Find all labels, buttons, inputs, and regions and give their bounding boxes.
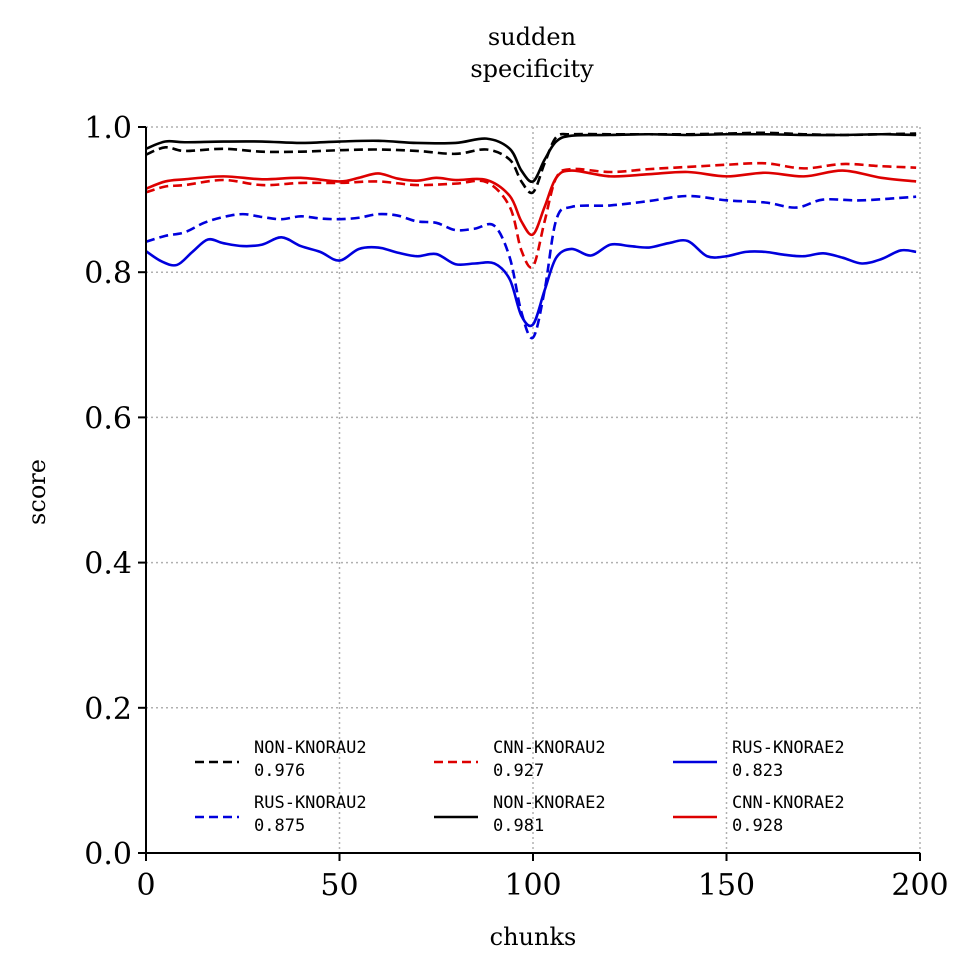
- series-line-non-knorau2: [145, 131, 917, 195]
- y-ticks: 0.0 0.2 0.4 0.6 0.8 1.0: [84, 111, 146, 872]
- series-line-cnn-knorau2: [145, 161, 917, 269]
- legend: NON-KNORAU2 0.976 RUS-KNORAU2 0.875 CNN-KNOR…: [195, 738, 845, 836]
- legend-score: 0.976: [254, 761, 305, 781]
- y-tick-label: 0.0: [84, 837, 132, 872]
- x-tick-label: 100: [504, 868, 561, 903]
- x-ticks: 0 50 100 150 200: [136, 853, 949, 903]
- y-tick-label: 1.0: [84, 111, 132, 146]
- x-tick-label: 150: [698, 868, 755, 903]
- series-line-rus-knorau2: [145, 194, 917, 340]
- y-tick-label: 0.2: [84, 692, 132, 727]
- legend-label: CNN-KNORAE2: [732, 793, 845, 813]
- legend-label: RUS-KNORAE2: [732, 738, 845, 758]
- grid: [145, 126, 921, 854]
- series-line-non-knorae2: [145, 132, 917, 184]
- legend-label: CNN-KNORAU2: [493, 738, 606, 758]
- series-group: [145, 131, 917, 340]
- legend-label: NON-KNORAU2: [254, 738, 367, 758]
- legend-score: 0.823: [732, 761, 783, 781]
- x-axis-label: chunks: [490, 923, 577, 951]
- chart-subtitle: specificity: [470, 55, 594, 83]
- y-tick-label: 0.4: [84, 547, 132, 582]
- y-tick-label: 0.6: [84, 401, 132, 436]
- x-tick-label: 50: [320, 868, 358, 903]
- x-tick-label: 0: [136, 868, 155, 903]
- series-line-cnn-knorae2: [145, 169, 917, 237]
- y-axis-label: score: [23, 459, 51, 525]
- y-tick-label: 0.8: [84, 256, 132, 291]
- legend-label: NON-KNORAE2: [493, 793, 606, 813]
- legend-score: 0.981: [493, 816, 544, 836]
- chart-title: sudden: [488, 23, 576, 51]
- legend-score: 0.928: [732, 816, 783, 836]
- series-line-rus-knorae2: [145, 236, 917, 328]
- x-tick-label: 200: [891, 868, 948, 903]
- legend-score: 0.875: [254, 816, 305, 836]
- legend-label: RUS-KNORAU2: [254, 793, 367, 813]
- legend-score: 0.927: [493, 761, 544, 781]
